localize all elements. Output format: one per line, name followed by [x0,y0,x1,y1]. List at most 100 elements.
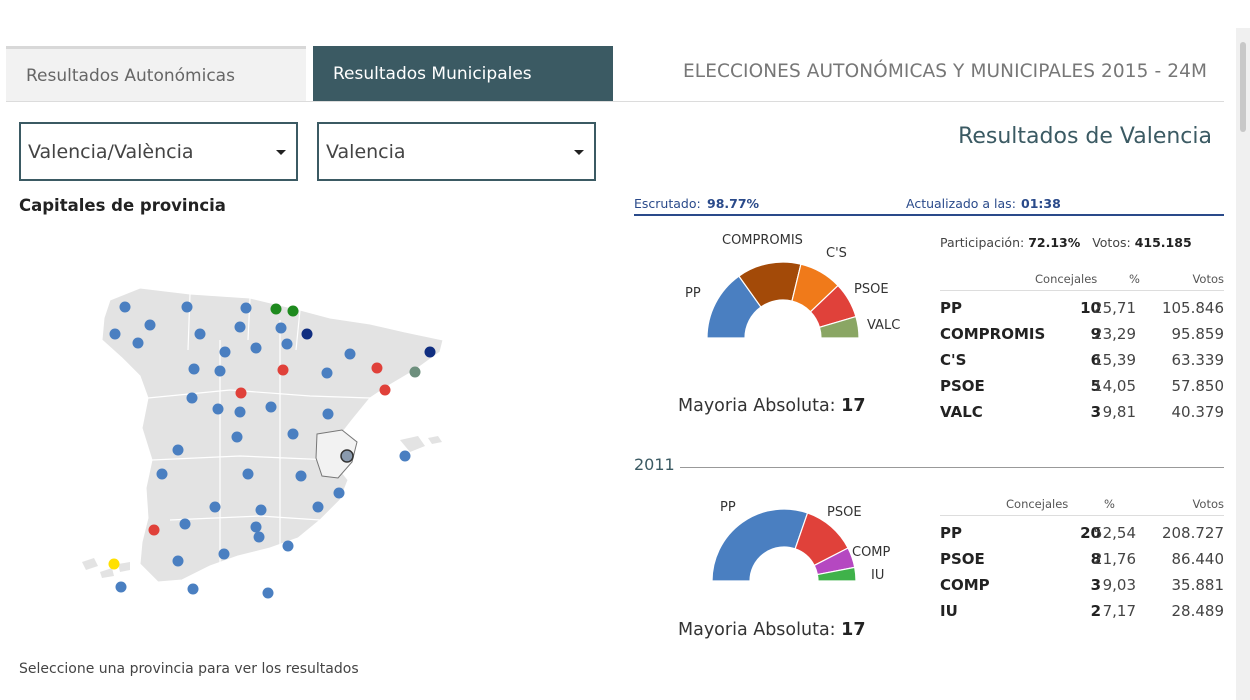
page-scrollbar[interactable] [1236,28,1250,700]
capitales-heading: Capitales de provincia [19,196,226,215]
header-divider [6,101,1224,102]
map-marker[interactable] [255,504,267,516]
map-marker[interactable] [212,403,224,415]
map-marker[interactable] [295,470,307,482]
map-marker[interactable] [301,328,313,340]
map-marker[interactable] [172,555,184,567]
pie-label-psoe-2015: PSOE [854,282,889,297]
select-hint: Seleccione una provincia para ver los re… [19,661,359,677]
community-select[interactable]: Valencia/València [19,122,298,181]
map-marker[interactable] [270,303,282,315]
map-marker[interactable] [156,468,168,480]
map-marker[interactable] [234,406,246,418]
map-marker[interactable] [250,521,262,533]
map-marker[interactable] [188,363,200,375]
map-marker[interactable] [399,450,411,462]
spain-map[interactable] [70,280,460,610]
pie-label-psoe-2011: PSOE [827,505,862,520]
map-marker[interactable] [234,321,246,333]
escrutado-value: 98.77% [707,196,760,211]
map-marker[interactable] [253,531,265,543]
map-marker[interactable] [371,362,383,374]
map-marker[interactable] [172,444,184,456]
pct-value: 9,03 [1102,576,1136,594]
tab-autonomicas[interactable]: Resultados Autonómicas [6,46,306,101]
map-marker[interactable] [275,322,287,334]
concejales-value: 3 [1090,576,1101,594]
map-marker[interactable] [194,328,206,340]
map-marker[interactable] [312,501,324,513]
votos-label: Votos: [1092,235,1131,250]
map-marker[interactable] [287,428,299,440]
map-marker[interactable] [187,583,199,595]
donut-slice-iu [816,566,857,582]
pie-label-comp-2011: COMP [852,545,891,560]
map-marker[interactable] [424,346,436,358]
map-marker[interactable] [344,348,356,360]
pie-label-compromis-2015: COMPROMIS [722,233,803,248]
header-concejales: Concejales [1035,272,1098,286]
map-marker[interactable] [242,468,254,480]
table-row: PSOE 8 21,76 86.440 [940,545,1224,571]
baleares-menorca [428,436,442,444]
map-marker[interactable] [321,367,333,379]
map-marker[interactable] [181,301,193,313]
map-marker[interactable] [333,487,345,499]
map-marker[interactable] [409,366,421,378]
map-marker[interactable] [144,319,156,331]
map-marker[interactable] [132,337,144,349]
donut-slice-pp [711,508,809,582]
map-marker[interactable] [282,540,294,552]
party-name: COMPROMIS [940,325,1046,343]
map-marker[interactable] [209,501,221,513]
mayoria-value: 17 [841,396,866,416]
map-marker[interactable] [240,302,252,314]
chevron-down-icon [276,150,286,155]
concejales-value: 20 [1080,524,1101,542]
tab-municipales[interactable]: Resultados Municipales [313,46,613,101]
map-marker[interactable] [265,401,277,413]
map-marker[interactable] [214,365,226,377]
participation-line: Participación: 72.13% Votos: 415.185 [940,235,1192,250]
map-marker[interactable] [277,364,289,376]
participacion-label: Participación: [940,235,1025,250]
mayoria-absoluta-2011: Mayoria Absoluta: 17 [678,620,866,640]
baleares-mallorca [400,436,425,452]
map-marker[interactable] [108,558,120,570]
province-select[interactable]: Valencia [317,122,596,181]
capital-markers [108,301,436,599]
concejales-value: 5 [1090,377,1101,395]
map-marker-selected[interactable] [340,449,354,463]
pct-value: 23,29 [1093,325,1136,343]
map-marker[interactable] [179,518,191,530]
map-marker[interactable] [109,328,121,340]
map-marker[interactable] [250,342,262,354]
votos-value: 105.846 [1161,299,1224,317]
map-marker[interactable] [115,581,127,593]
results-title: Resultados de Valencia [958,124,1212,149]
escrutado-label: Escrutado: [634,196,701,211]
table-row: PP 10 25,71 105.846 [940,294,1224,320]
concejales-value: 8 [1090,550,1101,568]
pct-value: 15,39 [1093,351,1136,369]
votos-value: 415.185 [1134,235,1192,250]
map-marker[interactable] [287,305,299,317]
map-marker[interactable] [119,301,131,313]
mayoria-value: 17 [841,620,866,640]
map-marker[interactable] [379,384,391,396]
map-marker[interactable] [262,587,274,599]
table-row: COMP 3 9,03 35.881 [940,571,1224,597]
scrollbar-thumb[interactable] [1240,42,1246,132]
valencia-province[interactable] [315,429,358,479]
table-row: COMPROMIS 9 23,29 95.859 [940,320,1224,346]
map-marker[interactable] [322,408,334,420]
map-marker[interactable] [218,548,230,560]
map-marker[interactable] [186,392,198,404]
map-marker[interactable] [148,524,160,536]
map-marker[interactable] [231,431,243,443]
party-name: PP [940,524,962,542]
map-marker[interactable] [281,338,293,350]
year-divider [680,467,1224,468]
map-marker[interactable] [219,346,231,358]
map-marker[interactable] [235,387,247,399]
